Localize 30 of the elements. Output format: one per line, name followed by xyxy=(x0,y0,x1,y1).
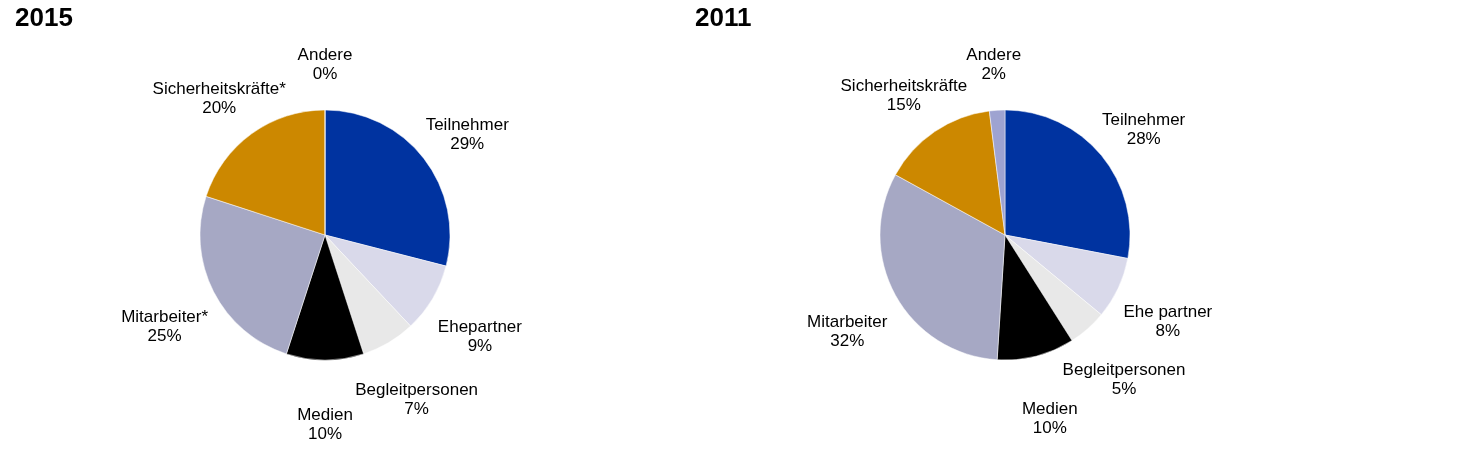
chart-title: 2015 xyxy=(15,2,73,32)
data-label: 32% xyxy=(830,330,865,350)
data-label: 25% xyxy=(147,325,182,345)
slice-label: Teilnehmer xyxy=(1102,110,1186,130)
text: 0% xyxy=(312,64,338,83)
data-label: 5% xyxy=(1111,379,1137,399)
data-label: 29% xyxy=(450,133,485,153)
slice-label: Medien xyxy=(1021,399,1078,419)
slice-label: Begleitpersonen xyxy=(1062,360,1186,380)
data-label: 2% xyxy=(981,64,1006,84)
slice-label: Andere xyxy=(966,45,1022,65)
data-label: 10% xyxy=(1032,418,1067,438)
slice-label: Sicherheitskräfte xyxy=(840,76,968,96)
slice-label: Sicherheitskräfte* xyxy=(152,79,287,99)
data-label: 10% xyxy=(307,424,343,443)
slice-label: Mitarbeiter xyxy=(807,311,888,331)
slice-label: Begleitpersonen xyxy=(355,379,479,399)
chart-title: 2011 xyxy=(695,2,752,32)
slice-label: Ehepartner xyxy=(437,316,523,336)
slice-label: Teilnehmer xyxy=(425,114,510,134)
data-label: 28% xyxy=(1126,129,1161,149)
data-label: 15% xyxy=(886,95,921,115)
data-label: 20% xyxy=(202,98,237,118)
slice-label: Medien xyxy=(297,405,353,424)
data-label: 7% xyxy=(404,398,429,418)
slice-label: Mitarbeiter* xyxy=(121,306,209,326)
data-label: 9% xyxy=(467,335,493,355)
data-label: 8% xyxy=(1155,320,1181,340)
slice-label: Ehe partner xyxy=(1123,301,1213,321)
category-label: Andere xyxy=(297,45,353,64)
